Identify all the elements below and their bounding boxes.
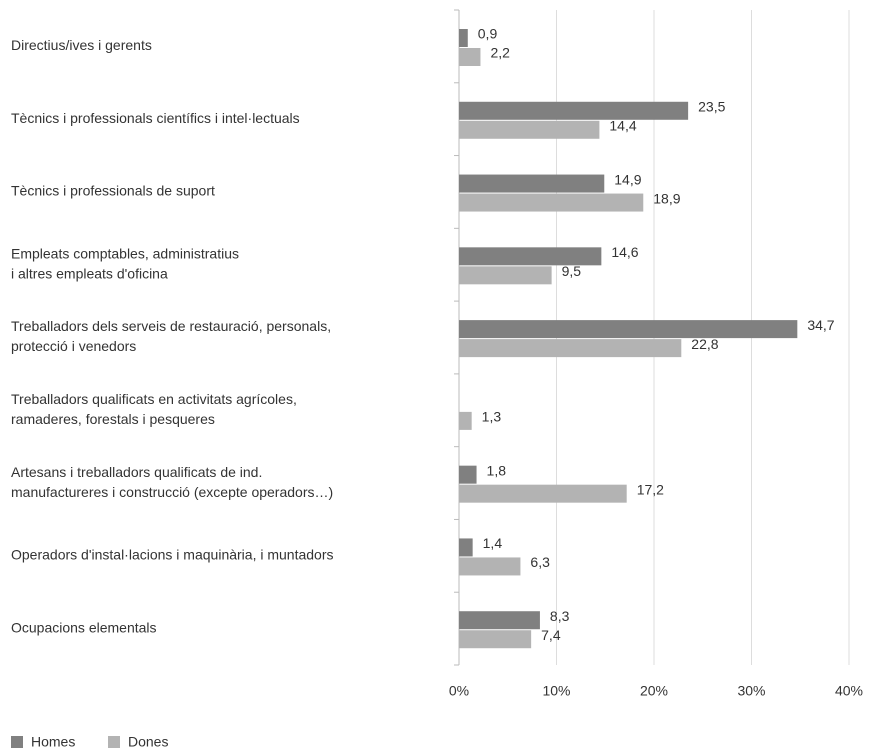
value-label: 14,9 [614, 171, 641, 187]
value-label: 18,9 [653, 190, 680, 206]
value-label: 8,3 [550, 608, 570, 624]
x-tick-label: 10% [542, 683, 570, 699]
value-label: 1,8 [487, 462, 507, 478]
category-label: ramaderes, forestals i pesqueres [11, 411, 215, 427]
bar [459, 120, 600, 139]
bar [459, 339, 682, 358]
bar [459, 174, 605, 193]
legend-label: Dones [128, 734, 168, 750]
bar [459, 484, 627, 503]
category-label: Empleats comptables, administratius [11, 245, 239, 261]
x-tick-label: 0% [449, 683, 469, 699]
bar [459, 630, 532, 649]
legend-swatch [108, 736, 120, 748]
bar [459, 611, 540, 630]
bar [459, 247, 602, 266]
category-label: Operadors d'instal·lacions i maquinària,… [11, 547, 334, 563]
legend-label: Homes [31, 734, 75, 750]
value-label: 14,4 [609, 117, 636, 133]
bar [459, 465, 477, 484]
category-label: Treballadors qualificats en activitats a… [11, 391, 297, 407]
value-label: 22,8 [691, 336, 718, 352]
bar [459, 266, 552, 285]
legend-swatch [11, 736, 23, 748]
bar [459, 557, 521, 576]
bar [459, 538, 473, 557]
category-label: Directius/ives i gerents [11, 37, 152, 53]
value-label: 9,5 [562, 263, 582, 279]
value-label: 6,3 [530, 554, 550, 570]
value-label: 34,7 [807, 317, 834, 333]
category-label: protecció i venedors [11, 338, 136, 354]
value-label: 23,5 [698, 98, 725, 114]
x-tick-label: 40% [835, 683, 863, 699]
category-label: Artesans i treballadors qualificats de i… [11, 464, 262, 480]
value-label: 14,6 [611, 244, 638, 260]
value-label: 17,2 [637, 481, 664, 497]
category-label: i altres empleats d'oficina [11, 265, 168, 281]
category-label: Treballadors dels serveis de restauració… [11, 318, 331, 334]
category-label: manufactureres i construcció (excepte op… [11, 484, 333, 500]
value-label: 7,4 [541, 627, 561, 643]
bar [459, 48, 481, 66]
bar [459, 193, 644, 212]
bar [459, 101, 689, 120]
x-tick-label: 30% [737, 683, 765, 699]
value-label: 0,9 [478, 26, 498, 42]
value-label: 2,2 [490, 45, 510, 61]
x-tick-label: 20% [640, 683, 668, 699]
bar [459, 29, 468, 47]
value-label: 1,3 [482, 409, 502, 425]
category-label: Ocupacions elementals [11, 619, 157, 635]
category-label: Tècnics i professionals de suport [11, 183, 215, 199]
value-label: 1,4 [483, 535, 503, 551]
bar [459, 411, 472, 430]
bar [459, 320, 798, 339]
category-label: Tècnics i professionals científics i int… [11, 110, 300, 126]
